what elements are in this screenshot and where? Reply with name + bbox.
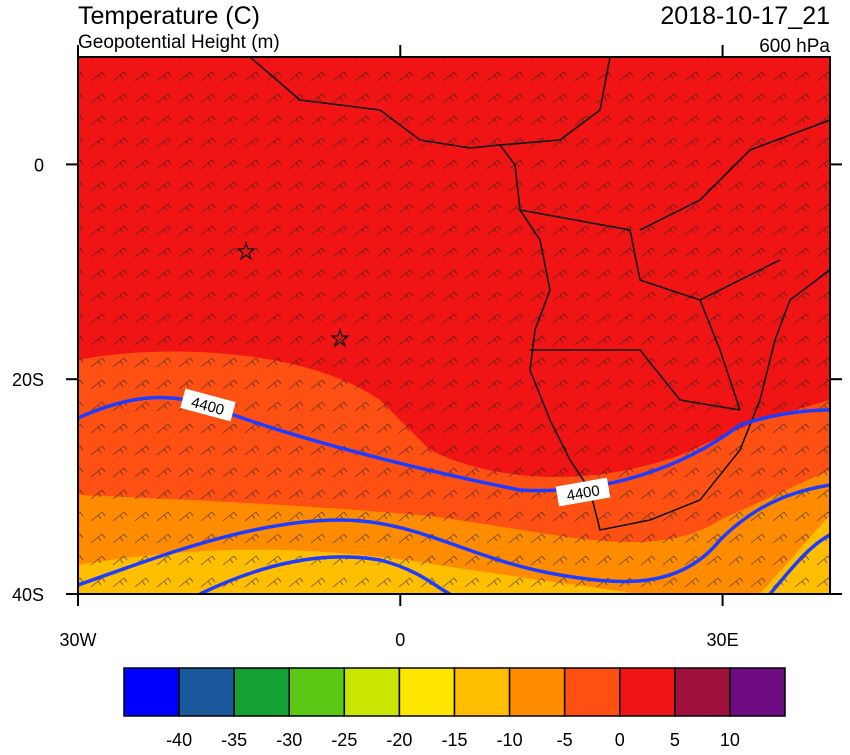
contour-label: 4400 xyxy=(565,482,601,505)
valid-time: 2018-10-17_21 xyxy=(660,2,830,30)
colorbar-label: -5 xyxy=(557,730,573,750)
contour-label-box: 4400 xyxy=(555,477,611,507)
lat-label: 0 xyxy=(34,155,44,175)
colorbar-box xyxy=(674,667,731,717)
colorbar-box xyxy=(508,667,566,717)
colorbar-label: 5 xyxy=(670,730,680,750)
station-marker xyxy=(236,241,350,348)
colorbar-box xyxy=(288,667,346,717)
height-contour xyxy=(78,483,830,587)
title: Temperature (C) xyxy=(78,2,260,30)
colorbar-label: -25 xyxy=(331,730,357,750)
colorbar-box xyxy=(563,667,621,717)
colorbar-box xyxy=(123,667,180,717)
colorbar-label: -35 xyxy=(221,730,247,750)
lat-label: 40S xyxy=(12,585,44,605)
lat-label: 20S xyxy=(12,370,44,390)
colorbar-box xyxy=(343,667,401,717)
colorbar-label: 0 xyxy=(615,730,625,750)
colorbar-label: -10 xyxy=(497,730,523,750)
colorbar-box xyxy=(398,667,456,717)
colorbar-label: -15 xyxy=(441,730,467,750)
colorbar-box xyxy=(233,667,291,717)
coastline xyxy=(249,57,830,531)
colorbar-box xyxy=(619,667,676,717)
map-frame xyxy=(77,56,831,595)
map-area: 4400 4400 xyxy=(78,57,830,594)
lon-label: 0 xyxy=(395,630,405,650)
subtitle: Geopotential Height (m) xyxy=(78,32,280,53)
level: 600 hPa xyxy=(759,36,830,57)
lon-label: 30E xyxy=(707,630,739,650)
colorbar-label: 10 xyxy=(720,730,740,750)
colorbar-box xyxy=(729,667,786,717)
wind-barbs xyxy=(78,57,830,594)
colorbar-box xyxy=(453,667,511,717)
colorbar-label: -30 xyxy=(276,730,302,750)
colorbar-label: -20 xyxy=(386,730,412,750)
lon-label: 30W xyxy=(59,630,96,650)
height-contour xyxy=(199,533,830,594)
colorbar-box xyxy=(178,667,235,717)
colorbar-label: -40 xyxy=(166,730,192,750)
